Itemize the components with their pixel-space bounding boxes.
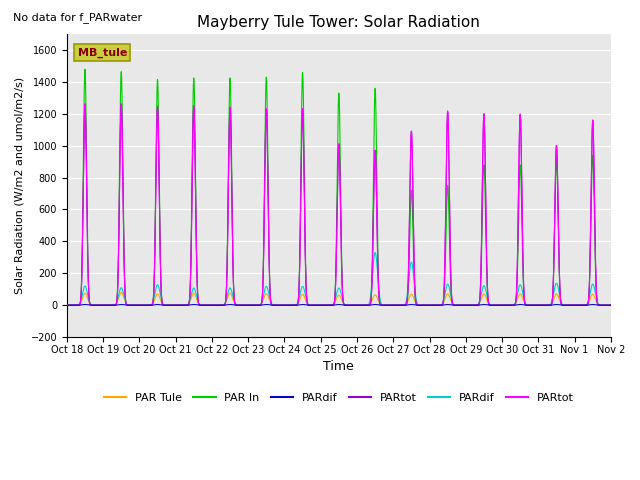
Text: MB_tule: MB_tule — [78, 48, 127, 58]
Text: No data for f_PARwater: No data for f_PARwater — [13, 12, 142, 23]
Legend: PAR Tule, PAR In, PARdif, PARtot, PARdif, PARtot: PAR Tule, PAR In, PARdif, PARtot, PARdif… — [100, 388, 578, 407]
X-axis label: Time: Time — [323, 360, 354, 373]
Y-axis label: Solar Radiation (W/m2 and umol/m2/s): Solar Radiation (W/m2 and umol/m2/s) — [15, 77, 25, 294]
Title: Mayberry Tule Tower: Solar Radiation: Mayberry Tule Tower: Solar Radiation — [197, 15, 480, 30]
